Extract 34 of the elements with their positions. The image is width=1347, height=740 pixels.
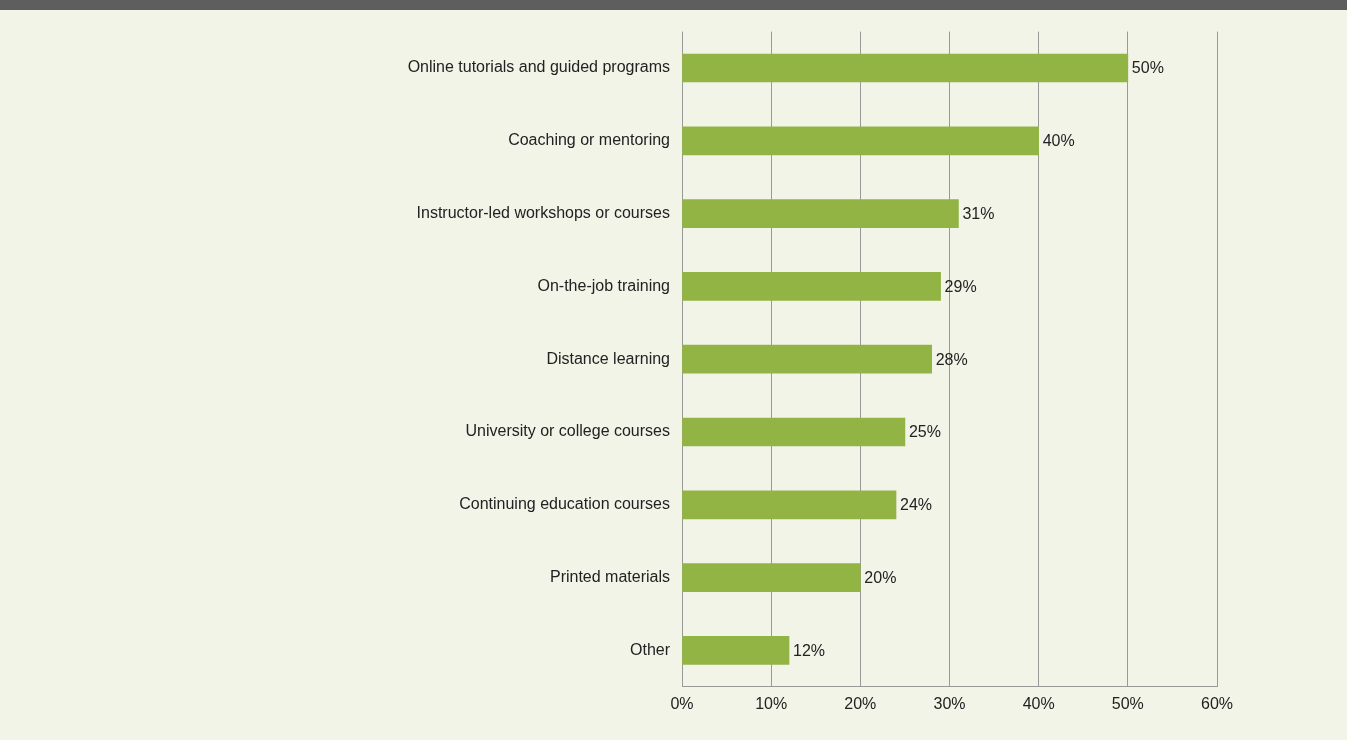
- x-tick-label: 50%: [1111, 694, 1144, 712]
- x-tick-label: 0%: [670, 694, 694, 712]
- data-label: 24%: [900, 496, 933, 514]
- bar: [682, 199, 959, 228]
- bar: [682, 636, 790, 665]
- y-tick-label: Other: [629, 640, 671, 658]
- bar: [682, 344, 932, 374]
- data-label: 25%: [908, 423, 941, 441]
- y-tick-label: Printed materials: [549, 568, 670, 586]
- x-tick-label: 60%: [1200, 694, 1234, 712]
- y-tick-label: Coaching or mentoring: [508, 131, 670, 149]
- y-tick-label: Distance learning: [546, 349, 670, 367]
- x-tick-label: 10%: [755, 694, 788, 712]
- y-tick-label: On-the-job training: [537, 276, 670, 294]
- bar: [682, 53, 1129, 83]
- data-label: 50%: [1131, 59, 1164, 77]
- data-label: 12%: [793, 641, 826, 659]
- data-label: 28%: [935, 350, 968, 368]
- y-tick-label: University or college courses: [465, 422, 670, 440]
- x-tick-label: 40%: [1022, 694, 1055, 712]
- y-tick-label: Continuing education courses: [459, 495, 670, 513]
- bar: [682, 490, 897, 520]
- bar: [682, 563, 861, 592]
- y-tick-label: Online tutorials and guided programs: [407, 58, 670, 76]
- bar: [682, 272, 941, 301]
- data-label: 31%: [962, 205, 995, 223]
- x-tick-label: 30%: [933, 694, 966, 712]
- data-label: 40%: [1042, 132, 1075, 150]
- data-label: 29%: [944, 277, 977, 295]
- x-tick-label: 20%: [844, 694, 877, 712]
- y-tick-label: Instructor-led workshops or courses: [416, 204, 670, 222]
- bar: [682, 417, 906, 447]
- bar: [682, 126, 1039, 156]
- data-label: 20%: [864, 569, 897, 587]
